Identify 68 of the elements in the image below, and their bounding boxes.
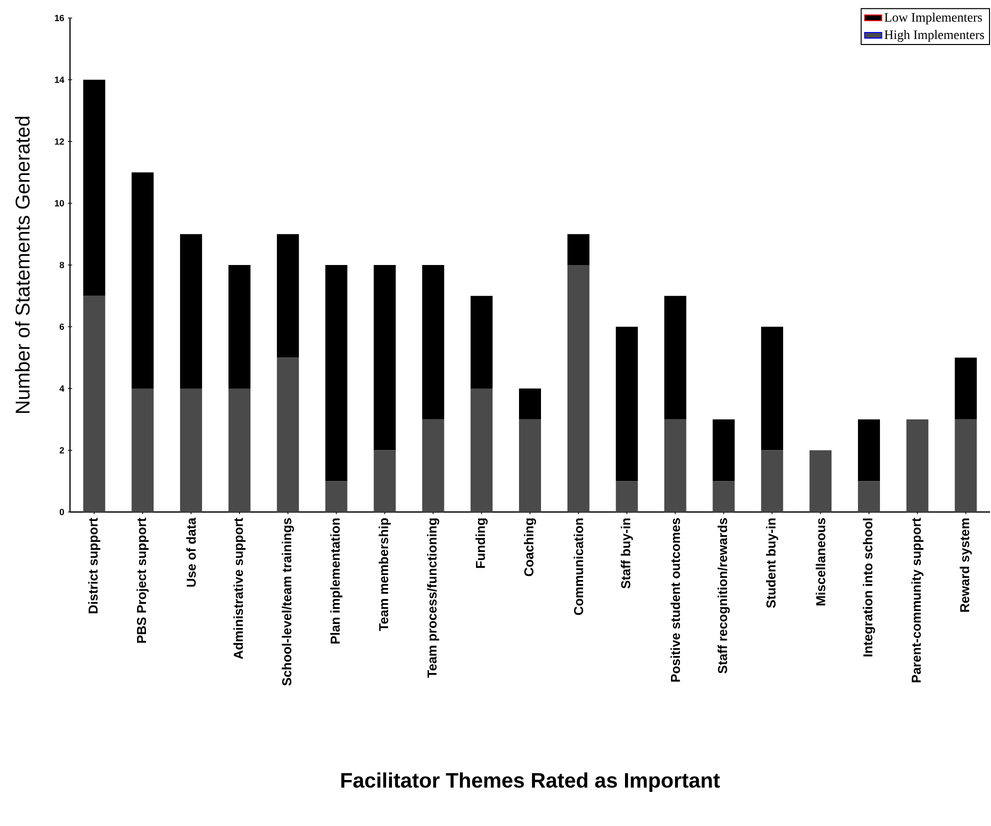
bar (761, 450, 784, 512)
bar (470, 388, 493, 512)
bar (712, 419, 735, 482)
bar (810, 450, 832, 512)
bar (906, 419, 928, 512)
y-tick-label: 14 (54, 76, 64, 83)
x-tick-label: Positive student outcomes (670, 518, 680, 682)
bar (858, 481, 880, 512)
bar (567, 234, 590, 265)
y-tick-label: 16 (54, 14, 64, 22)
bar (422, 264, 444, 420)
bar (519, 419, 542, 512)
x-tick-label: Integration into school (862, 518, 876, 656)
bar (567, 264, 590, 512)
y-tick-label: 12 (54, 138, 64, 145)
y-tick-label: 2 (60, 447, 64, 454)
bar (325, 481, 348, 512)
x-tick-label: Team process/functioning (427, 518, 440, 678)
bar (954, 358, 977, 420)
bar (276, 358, 299, 512)
bar (664, 296, 686, 420)
bar (180, 234, 202, 388)
x-tick-label: Administrative support (233, 518, 246, 660)
bar (325, 264, 348, 482)
bar (83, 80, 106, 296)
x-tick-label: Communication (574, 518, 584, 615)
bar (858, 419, 880, 482)
bar (83, 296, 106, 512)
bar (228, 388, 250, 512)
x-tick-label: PBS Project support (136, 518, 149, 643)
x-tick-label: Funding (476, 518, 488, 568)
x-tick-label: Coaching (524, 518, 536, 576)
bar (374, 450, 396, 512)
y-tick-label: 4 (60, 385, 64, 392)
bar (519, 388, 542, 420)
legend-label: High Implementers (884, 30, 984, 42)
x-tick-label: Miscellaneous (816, 518, 826, 606)
y-tick-label: 10 (54, 200, 64, 206)
bar (470, 296, 493, 388)
bar (954, 419, 977, 512)
x-tick-label: Plan implementation (330, 518, 342, 644)
y-axis-title: Number of Statements Generated (15, 116, 30, 413)
x-tick-label: Team membership (378, 518, 391, 631)
bar (712, 481, 735, 512)
y-tick-label: 6 (60, 324, 64, 330)
bar (374, 264, 396, 450)
y-tick-label: 8 (60, 262, 64, 268)
bar (276, 234, 299, 358)
x-tick-label: Reward system (960, 518, 972, 612)
x-tick-label: Use of data (186, 518, 196, 587)
x-tick-label: Staff buy-in (620, 518, 633, 588)
x-tick-label: District support (88, 518, 100, 614)
legend-label: Low Implementers (884, 12, 982, 24)
bar (616, 326, 638, 482)
bar (132, 172, 154, 388)
bar (616, 481, 638, 512)
x-tick-label: School-level/team trainings (282, 518, 294, 686)
bar (761, 326, 784, 450)
bar (228, 264, 250, 388)
y-tick-label: 0 (60, 508, 64, 516)
bar (664, 419, 686, 512)
bar (422, 419, 444, 512)
x-axis-title: Facilitator Themes Rated as Important (341, 772, 720, 792)
x-tick-label: Staff recognition/rewards (718, 518, 730, 674)
x-tick-label: Parent-community support (911, 518, 924, 682)
x-tick-label: Student buy-in (766, 518, 778, 608)
bar (132, 388, 154, 512)
bar (180, 388, 202, 512)
